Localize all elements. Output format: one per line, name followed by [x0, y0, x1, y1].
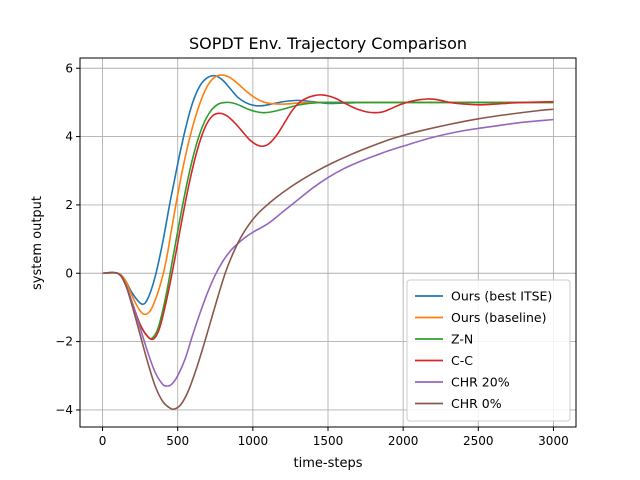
x-tick-label: 500 — [166, 434, 189, 448]
legend-label-5: CHR 0% — [451, 396, 502, 411]
y-axis-ticks: −4 −2 0 2 4 6 — [55, 61, 80, 417]
y-axis-label: system output — [30, 196, 45, 290]
x-tick-label: 1000 — [238, 434, 269, 448]
x-tick-label: 3000 — [538, 434, 569, 448]
y-tick-label: 0 — [65, 266, 73, 280]
y-tick-label: −2 — [55, 335, 73, 349]
y-tick-label: 6 — [65, 61, 73, 75]
x-tick-label: 2500 — [463, 434, 494, 448]
y-tick-label: 4 — [65, 130, 73, 144]
series-line-4 — [102, 118, 554, 387]
legend-label-2: Z-N — [451, 332, 473, 347]
x-tick-label: 1500 — [313, 434, 344, 448]
x-axis-ticks: 0 500 1000 1500 2000 2500 3000 — [99, 427, 569, 448]
series-line-1 — [102, 74, 554, 316]
legend: Ours (best ITSE) Ours (baseline) Z-N C-C CHR… — [406, 279, 571, 422]
series-line-5 — [102, 108, 554, 411]
legend-label-4: CHR 20% — [451, 375, 510, 390]
legend-label-1: Ours (baseline) — [451, 310, 547, 325]
x-tick-label: 0 — [99, 434, 107, 448]
legend-box — [406, 279, 571, 422]
x-tick-label: 2000 — [388, 434, 419, 448]
chart-title: SOPDT Env. Trajectory Comparison — [189, 34, 467, 53]
x-axis-label: time-steps — [294, 456, 363, 471]
series-lines — [102, 74, 554, 411]
y-tick-label: 2 — [65, 198, 73, 212]
y-tick-label: −4 — [55, 403, 73, 417]
series-line-3 — [102, 94, 554, 341]
legend-label-3: C-C — [451, 353, 473, 368]
legend-label-0: Ours (best ITSE) — [451, 289, 552, 304]
